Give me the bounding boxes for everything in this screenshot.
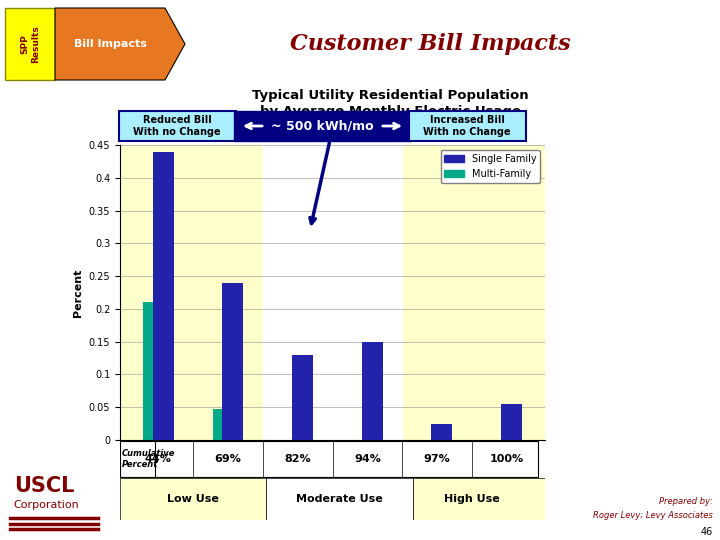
Bar <box>222 282 243 440</box>
FancyBboxPatch shape <box>413 478 545 520</box>
Bar <box>153 152 174 440</box>
Legend: Single Family, Multi-Family: Single Family, Multi-Family <box>441 150 540 183</box>
Text: Increased Bill
With no Change: Increased Bill With no Change <box>423 115 510 137</box>
Text: USCL: USCL <box>14 476 74 496</box>
Bar <box>143 302 164 440</box>
Text: by Average Monthly Electric Usage: by Average Monthly Electric Usage <box>259 105 521 118</box>
Text: ~ 500 kWh/mo: ~ 500 kWh/mo <box>271 119 374 132</box>
FancyBboxPatch shape <box>266 478 413 520</box>
Text: SPP
Results: SPP Results <box>20 25 40 63</box>
Text: Customer Bill Impacts: Customer Bill Impacts <box>289 33 570 55</box>
Bar <box>292 355 313 440</box>
Text: 69%: 69% <box>215 454 241 464</box>
Bar <box>212 409 233 440</box>
Text: 44%: 44% <box>145 454 172 464</box>
FancyBboxPatch shape <box>234 111 411 141</box>
Text: 46: 46 <box>701 527 713 537</box>
Text: Reduced Bill
With no Change: Reduced Bill With no Change <box>133 115 221 137</box>
Text: Roger Levy; Levy Associates: Roger Levy; Levy Associates <box>593 511 713 520</box>
FancyBboxPatch shape <box>409 111 526 141</box>
FancyBboxPatch shape <box>120 441 538 477</box>
Text: Low Use: Low Use <box>167 494 219 504</box>
Bar <box>361 342 382 440</box>
Bar <box>501 404 522 440</box>
Text: High Use: High Use <box>444 494 500 504</box>
Text: 100%: 100% <box>490 454 523 464</box>
Text: Moderate Use: Moderate Use <box>296 494 383 504</box>
Polygon shape <box>55 8 185 80</box>
Bar <box>263 145 402 440</box>
FancyBboxPatch shape <box>119 111 236 141</box>
Text: 82%: 82% <box>284 454 311 464</box>
Text: Bill Impacts: Bill Impacts <box>73 39 146 49</box>
Text: Prepared by:: Prepared by: <box>659 497 713 505</box>
Text: Typical Utility Residential Population: Typical Utility Residential Population <box>252 89 528 102</box>
FancyBboxPatch shape <box>120 478 266 520</box>
Y-axis label: Percent: Percent <box>73 268 83 316</box>
FancyBboxPatch shape <box>5 8 55 80</box>
Text: Cumulative
Percent: Cumulative Percent <box>122 449 175 469</box>
Text: 97%: 97% <box>423 454 451 464</box>
Text: Corporation: Corporation <box>14 500 79 510</box>
Bar <box>431 423 452 440</box>
Text: 94%: 94% <box>354 454 381 464</box>
